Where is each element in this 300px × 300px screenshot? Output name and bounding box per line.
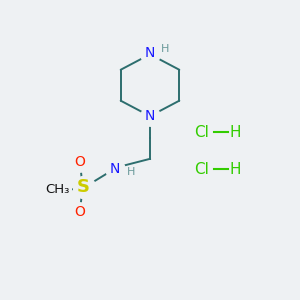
Text: S: S [77,178,90,196]
Text: H: H [230,162,241,177]
Text: O: O [74,205,85,219]
Text: H: H [230,125,241,140]
Text: Cl: Cl [194,125,209,140]
Text: N: N [110,162,120,176]
Text: Cl: Cl [194,162,209,177]
Text: CH₃: CH₃ [45,183,69,196]
Text: H: H [161,44,170,54]
Text: O: O [74,155,85,169]
Text: N: N [145,109,155,123]
Text: H: H [127,167,135,177]
Text: N: N [145,46,155,60]
